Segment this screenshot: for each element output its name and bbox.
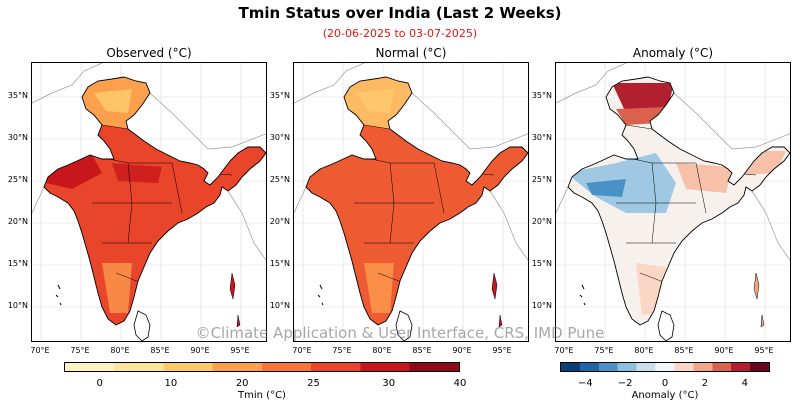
colorbar-tick: 0 [661, 378, 669, 389]
observed-neighbour-borders [32, 63, 266, 261]
colorbar-tick: 0 [96, 378, 103, 389]
colorbar-tick: −2 [617, 378, 633, 389]
lat-label: 25°N [269, 175, 290, 184]
lon-label: 80°E [110, 346, 130, 355]
anomaly-india-outline [567, 76, 790, 326]
lon-label: 95°E [492, 346, 512, 355]
colorbar-tick: 10 [164, 378, 178, 389]
normal-neighbour-borders [294, 63, 528, 261]
observed-state-boundaries [89, 124, 233, 284]
lon-label: 70°E [30, 346, 50, 355]
normal-map-panel [293, 62, 529, 342]
colorbar-tick: 2 [701, 378, 709, 389]
colorbar-tick: 30 [382, 378, 396, 389]
lat-label: 10°N [269, 301, 290, 310]
lat-label: 20°N [7, 217, 28, 226]
tmin-colorbar [64, 362, 460, 372]
lat-label: 15°N [531, 259, 552, 268]
normal-sri-lanka-outline [395, 310, 413, 341]
anomaly-neighbour-borders [556, 63, 790, 261]
anomaly-map [556, 63, 790, 341]
lon-label: 90°E [190, 346, 210, 355]
normal-andaman-islands [491, 272, 503, 328]
anomaly-state-boundaries [613, 124, 757, 284]
lat-label: 30°N [269, 133, 290, 142]
observed-andaman-islands [229, 272, 241, 328]
anomaly-andaman-islands [753, 272, 765, 328]
lat-label: 35°N [269, 91, 290, 100]
anomaly-map-panel [555, 62, 791, 342]
lon-label: 85°E [150, 346, 170, 355]
lon-label: 95°E [754, 346, 774, 355]
lon-label: 80°E [634, 346, 654, 355]
lat-label: 35°N [7, 91, 28, 100]
lon-label: 70°E [292, 346, 312, 355]
lat-label: 25°N [531, 175, 552, 184]
colorbar-tick: 40 [453, 378, 467, 389]
anomaly-colorbar-label: Anomaly (°C) [631, 390, 699, 401]
lon-label: 75°E [332, 346, 352, 355]
map-subtitle: (20-06-2025 to 03-07-2025) [322, 27, 478, 40]
normal-map [294, 63, 528, 341]
panel-title-observed: Observed (°C) [106, 46, 192, 60]
lon-label: 75°E [70, 346, 90, 355]
lon-label: 85°E [412, 346, 432, 355]
lon-label: 70°E [554, 346, 574, 355]
anomaly-sri-lanka-outline [657, 310, 675, 341]
lat-label: 10°N [7, 301, 28, 310]
lat-label: 10°N [531, 301, 552, 310]
lat-label: 15°N [269, 259, 290, 268]
observed-india-outline [43, 76, 266, 326]
lon-label: 95°E [230, 346, 250, 355]
lon-label: 75°E [594, 346, 614, 355]
observed-lakshadweep-islands [55, 284, 62, 306]
observed-map [32, 63, 266, 341]
map-title: Tmin Status over India (Last 2 Weeks) [238, 4, 562, 22]
colorbar-tick: 20 [235, 378, 249, 389]
lon-label: 90°E [452, 346, 472, 355]
normal-lakshadweep-islands [317, 284, 324, 306]
observed-sri-lanka-outline [133, 310, 151, 341]
lat-label: 25°N [7, 175, 28, 184]
normal-india-outline [305, 76, 528, 326]
lat-label: 30°N [7, 133, 28, 142]
lon-label: 90°E [714, 346, 734, 355]
panel-title-normal: Normal (°C) [375, 46, 447, 60]
lat-label: 15°N [7, 259, 28, 268]
panel-title-anomaly: Anomaly (°C) [632, 46, 714, 60]
lat-label: 30°N [531, 133, 552, 142]
anomaly-lakshadweep-islands [579, 284, 586, 306]
normal-state-boundaries [351, 124, 495, 284]
observed-map-panel [31, 62, 267, 342]
colorbar-tick: −4 [577, 378, 593, 389]
lat-label: 20°N [531, 217, 552, 226]
lon-label: 85°E [674, 346, 694, 355]
anomaly-colorbar [560, 362, 770, 372]
lat-label: 35°N [531, 91, 552, 100]
tmin-colorbar-label: Tmin (°C) [238, 390, 286, 401]
lat-label: 20°N [269, 217, 290, 226]
colorbar-tick: 4 [741, 378, 748, 389]
colorbar-tick: 25 [307, 378, 320, 389]
lon-label: 80°E [372, 346, 392, 355]
